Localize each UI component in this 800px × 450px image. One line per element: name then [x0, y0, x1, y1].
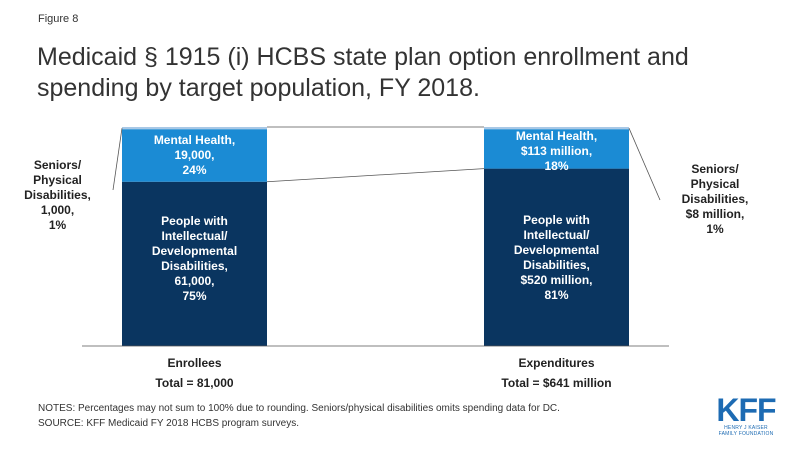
expenditures-mental-health-label: Mental Health, $113 million, 18% [515, 129, 598, 173]
bar-enrollees-idd [122, 181, 267, 346]
connector-line-idd-top [266, 168, 485, 183]
notes-line: NOTES: Percentages may not sum to 100% d… [38, 403, 560, 414]
chart-notes: NOTES: Percentages may not sum to 100% d… [38, 401, 560, 431]
bar-expenditures-seniors [484, 127, 629, 130]
figure-label: Figure 8 [38, 13, 79, 25]
expenditures-seniors-label: Seniors/ Physical Disabilities, $8 milli… [681, 162, 749, 236]
expenditures-idd-label: People with Intellectual/ Developmental … [513, 213, 600, 302]
kff-logo: KFF HENRY J KAISER FAMILY FOUNDATION [716, 392, 776, 437]
bar-expenditures-mental-health [484, 129, 629, 169]
leader-line-enrollees-seniors [112, 128, 123, 191]
category-label-enrollees: Enrollees [167, 356, 222, 370]
source-line: SOURCE: KFF Medicaid FY 2018 HCBS progra… [38, 418, 300, 429]
bar-enrollees-seniors [122, 127, 267, 130]
chart-title: Medicaid § 1915 (i) HCBS state plan opti… [37, 43, 689, 102]
total-enrollees: Total = 81,000 [155, 376, 234, 390]
bar-enrollees-mental-health [122, 129, 267, 182]
enrollees-seniors-label: Seniors/ Physical Disabilities, 1,000, 1… [24, 158, 91, 232]
leader-line-expenditures-seniors [628, 128, 661, 201]
bar-expenditures-idd [484, 168, 629, 346]
enrollees-idd-label: People with Intellectual/ Developmental … [151, 214, 238, 303]
total-expenditures: Total = $641 million [501, 376, 612, 390]
category-label-expenditures: Expenditures [518, 356, 595, 370]
enrollees-mental-health-label: Mental Health, 19,000, 24% [153, 133, 236, 177]
